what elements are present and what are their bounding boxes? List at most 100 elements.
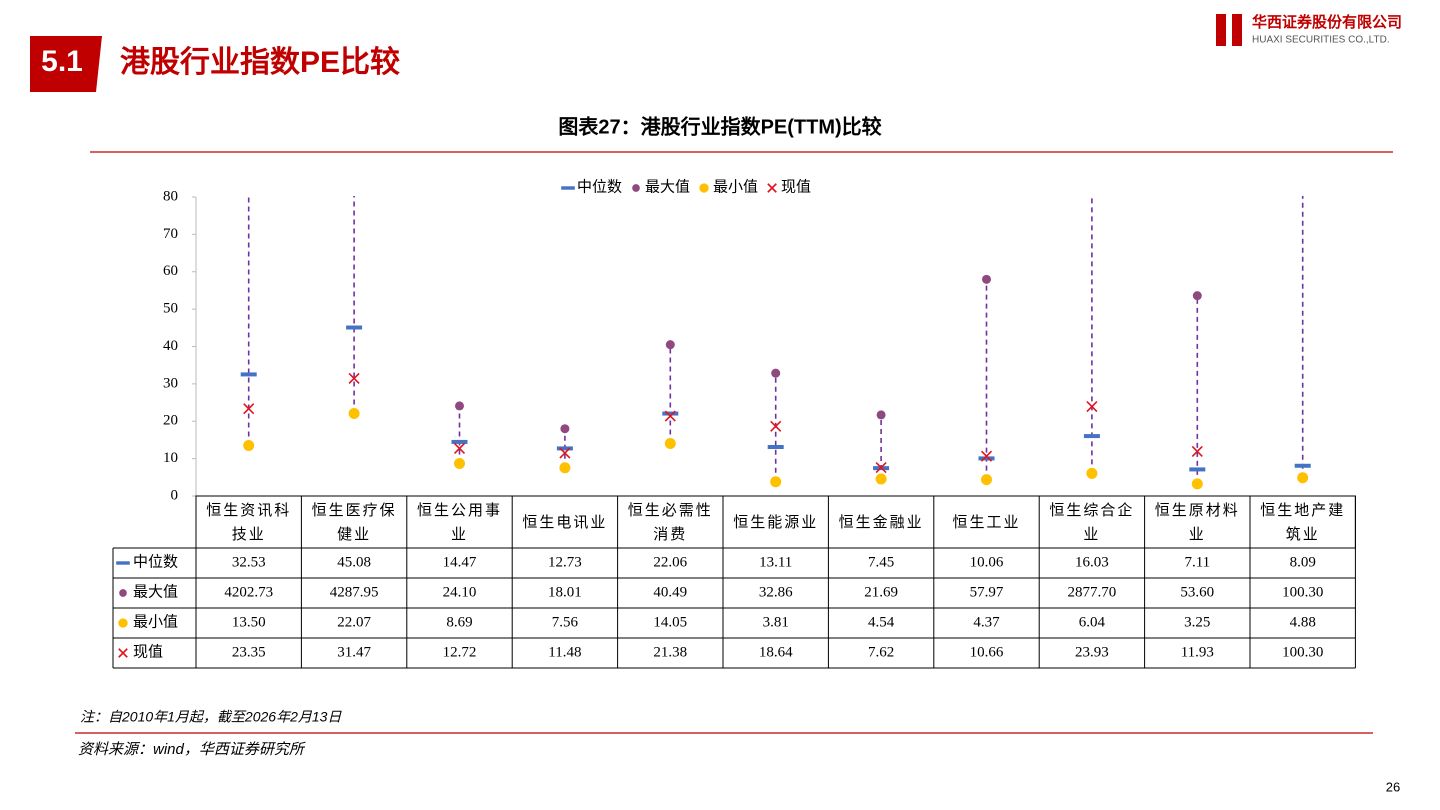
cell-value: 3.81 <box>763 614 789 630</box>
note: 注：自2010年1月起，截至2026年2月13日 <box>80 709 342 725</box>
current-mark <box>980 450 993 462</box>
cell-value: 6.04 <box>1079 614 1106 630</box>
cell-value: 32.86 <box>759 584 793 600</box>
legend-label: 中位数 <box>577 178 622 195</box>
source: 资料来源：wind，华西证券研究所 <box>78 741 306 758</box>
y-tick-label: 30 <box>163 375 178 391</box>
current-mark <box>243 403 255 415</box>
cell-value: 32.53 <box>232 554 266 570</box>
cell-value: 24.10 <box>443 584 477 600</box>
min-mark <box>1297 472 1309 484</box>
category-header: 恒生工业 <box>952 513 1021 531</box>
category-header: 恒生医疗保健业 <box>311 501 397 543</box>
heading: 港股行业指数PE比较 <box>120 45 400 79</box>
cell-value: 31.47 <box>337 644 371 660</box>
category-header: 恒生电讯业 <box>522 513 608 531</box>
legend-item: 最大值 <box>632 178 690 195</box>
cell-value: 4.54 <box>868 614 895 630</box>
y-tick-label: 70 <box>163 226 178 242</box>
y-tick-label: 80 <box>163 188 178 204</box>
current-mark <box>770 420 782 432</box>
category-header: 恒生金融业 <box>838 513 924 531</box>
current-mark <box>118 648 128 658</box>
cell-value: 57.97 <box>970 584 1004 600</box>
median-mark <box>116 561 130 565</box>
max-mark <box>560 424 570 434</box>
legend-label: 现值 <box>781 178 811 195</box>
min-mark <box>348 408 360 420</box>
cell-value: 4.88 <box>1290 614 1316 630</box>
cell-value: 40.49 <box>653 584 687 600</box>
cell-value: 100.30 <box>1282 584 1323 600</box>
cell-value: 53.60 <box>1180 584 1214 600</box>
median-mark <box>767 445 784 450</box>
section-number: 5.1 <box>41 45 83 78</box>
cell-value: 23.35 <box>232 644 266 660</box>
cell-value: 8.09 <box>1290 554 1316 570</box>
median-mark <box>662 411 679 416</box>
category-header: 恒生必需性消费 <box>627 501 713 543</box>
section-badge <box>30 36 102 92</box>
cell-value: 14.05 <box>653 614 687 630</box>
current-mark <box>453 442 466 455</box>
cell-value: 13.11 <box>759 554 792 570</box>
median-mark <box>1083 434 1100 439</box>
max-mark <box>982 274 991 284</box>
cell-value: 4287.95 <box>330 584 379 600</box>
cell-value: 8.69 <box>446 614 472 630</box>
legend-item: 现值 <box>767 178 811 195</box>
min-mark <box>981 474 992 486</box>
cell-value: 18.64 <box>759 644 793 660</box>
median-mark <box>1294 463 1311 468</box>
min-mark <box>118 618 128 628</box>
legend-label: 最大值 <box>645 178 690 195</box>
median-mark <box>556 446 573 451</box>
cell-value: 16.03 <box>1075 554 1109 570</box>
row-header: 中位数 <box>116 553 178 570</box>
median-mark <box>978 456 995 461</box>
cell-value: 10.66 <box>970 644 1004 660</box>
max-mark <box>1298 117 1307 126</box>
current-mark <box>875 461 887 474</box>
logo-mark <box>1232 14 1242 46</box>
cell-value: 12.73 <box>548 554 582 570</box>
max-mark <box>632 184 640 192</box>
category-header: 恒生能源业 <box>733 513 819 531</box>
y-tick-label: 50 <box>163 301 178 317</box>
min-mark <box>454 458 465 470</box>
plot <box>240 117 1311 490</box>
cell-value: 45.08 <box>337 554 371 570</box>
cell-value: 2877.70 <box>1068 584 1117 600</box>
min-mark <box>699 183 709 193</box>
median-mark <box>1189 467 1206 472</box>
current-mark <box>559 447 571 459</box>
row-label: 中位数 <box>133 553 178 570</box>
cell-value: 11.93 <box>1181 644 1214 660</box>
cell-value: 3.25 <box>1184 614 1210 630</box>
page-number: 26 <box>1386 779 1400 794</box>
cell-value: 18.01 <box>548 584 582 600</box>
max-mark <box>1192 291 1202 301</box>
max-mark <box>455 401 464 411</box>
cell-value: 7.11 <box>1184 554 1210 570</box>
current-mark <box>767 183 777 193</box>
legend-item: 最小值 <box>699 178 758 195</box>
cell-value: 10.06 <box>970 554 1004 570</box>
cell-value: 4202.73 <box>224 584 273 600</box>
min-mark <box>1086 467 1098 479</box>
legend-label: 最小值 <box>713 178 758 195</box>
cell-value: 7.62 <box>868 644 894 660</box>
row-label: 最大值 <box>133 583 178 600</box>
category-header: 恒生公用事业 <box>416 501 502 543</box>
cell-value: 7.45 <box>868 554 894 570</box>
y-tick-label: 20 <box>163 413 178 429</box>
cell-value: 14.47 <box>443 554 477 570</box>
cell-value: 11.48 <box>548 644 581 660</box>
cell-value: 4.37 <box>973 614 1000 630</box>
y-tick-label: 40 <box>163 338 178 354</box>
min-mark <box>1191 478 1203 490</box>
cell-value: 100.30 <box>1282 644 1323 660</box>
category-header: 恒生资讯科技业 <box>206 501 292 543</box>
min-mark <box>875 473 887 485</box>
